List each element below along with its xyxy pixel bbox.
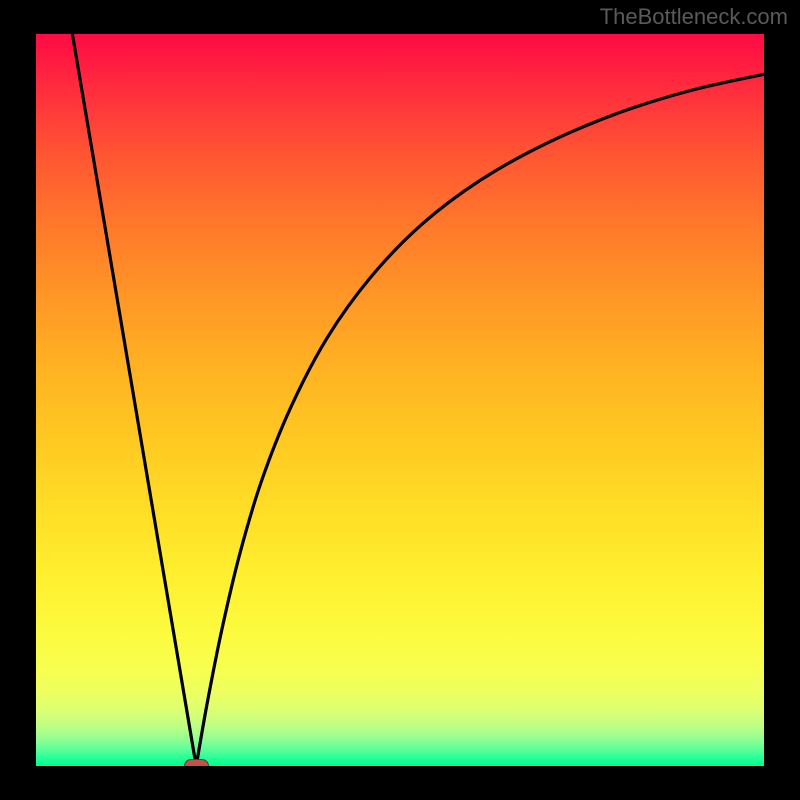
bottleneck-curve	[36, 34, 764, 766]
watermark-text: TheBottleneck.com	[600, 4, 788, 30]
curve-minimum-marker	[184, 759, 209, 766]
chart-container: TheBottleneck.com	[0, 0, 800, 800]
curve-path	[72, 34, 764, 766]
plot-area	[36, 34, 764, 766]
